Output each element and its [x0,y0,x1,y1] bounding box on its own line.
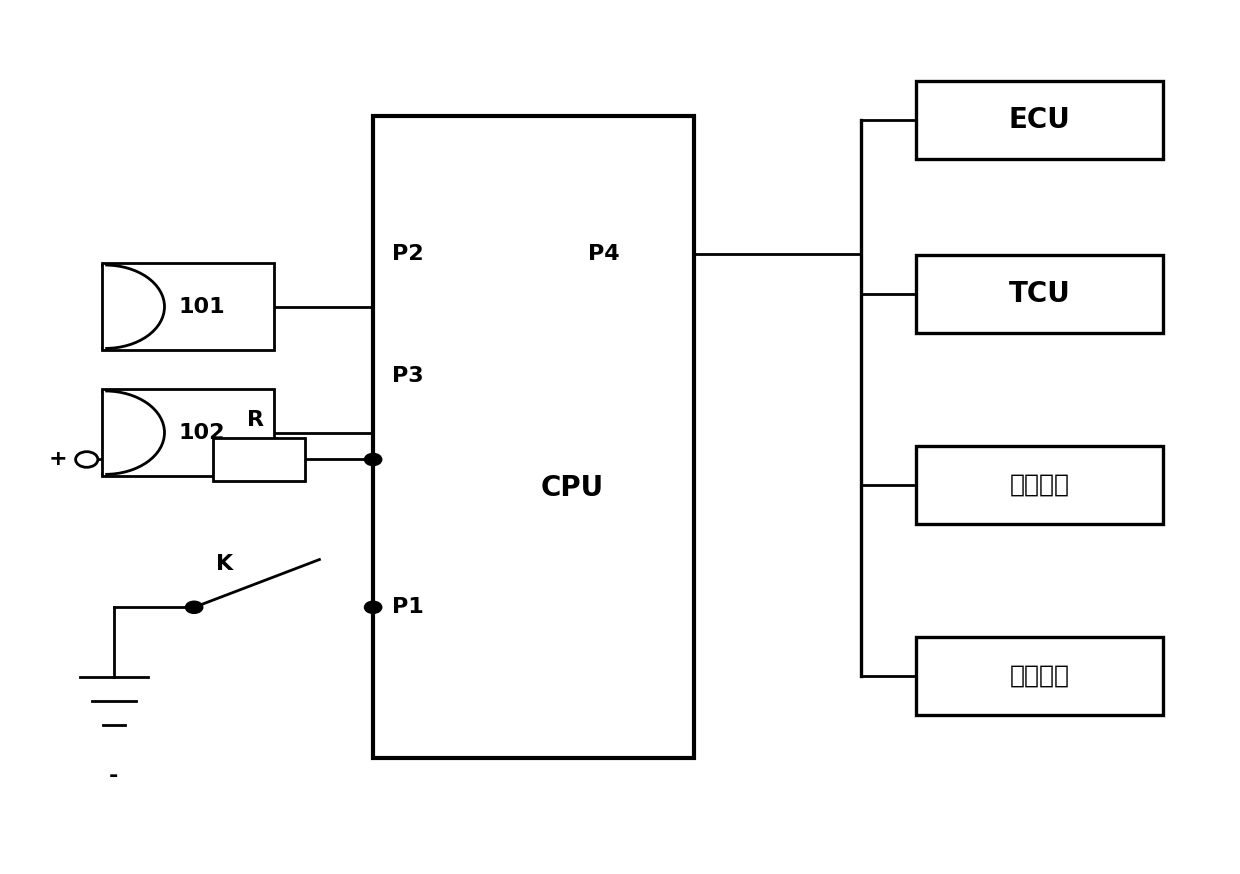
Bar [102,263,274,350]
Text: R: R [247,411,264,430]
Circle shape [186,601,203,614]
Text: 102: 102 [179,423,224,442]
Text: CPU: CPU [541,475,604,503]
Bar [916,81,1163,159]
Text: +: + [48,449,67,469]
Text: 101: 101 [179,297,226,316]
Circle shape [365,454,382,466]
Bar [916,637,1163,715]
Text: -: - [109,766,119,786]
Text: P2: P2 [392,244,423,264]
Text: K: K [217,554,233,574]
Bar [102,389,274,476]
Bar [212,438,305,482]
Circle shape [365,601,382,614]
Text: P1: P1 [392,597,423,617]
Text: P4: P4 [589,244,620,264]
Text: P3: P3 [392,366,423,386]
Bar [373,115,694,759]
Text: 仪表装置: 仪表装置 [1009,664,1070,688]
Text: TCU: TCU [1009,280,1070,308]
Text: ECU: ECU [1009,106,1070,134]
Bar [916,254,1163,333]
Bar [916,446,1163,524]
Text: 报警装置: 报警装置 [1009,473,1070,496]
